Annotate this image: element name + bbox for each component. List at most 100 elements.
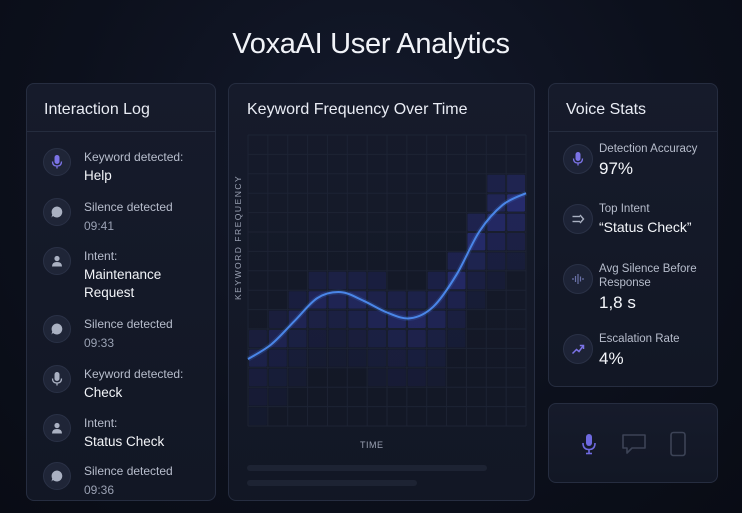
chat-icon bbox=[622, 434, 646, 454]
log-item-label: Silence detected bbox=[84, 464, 173, 478]
log-item-label: Silence detected bbox=[84, 200, 173, 214]
divider bbox=[27, 131, 215, 132]
heatmap-cell bbox=[427, 330, 446, 348]
heatmap-cell bbox=[467, 291, 486, 309]
series-line bbox=[247, 192, 527, 360]
heatmap-cell bbox=[288, 291, 307, 309]
heatmap-cell bbox=[388, 349, 406, 367]
intent-icon bbox=[563, 204, 593, 234]
interaction-log-panel: Interaction Log Keyword detected: Help S… bbox=[26, 83, 216, 501]
heatmap-cell bbox=[348, 349, 367, 367]
heatmap-cell bbox=[368, 349, 386, 367]
log-item-value: Check bbox=[84, 385, 123, 400]
page-title: VoxaAI User Analytics bbox=[232, 28, 510, 60]
heatmap-cell bbox=[427, 291, 446, 309]
chat-bubble-icon bbox=[43, 315, 71, 343]
heatmap-cell bbox=[348, 310, 367, 328]
log-item-label: Silence detected bbox=[84, 317, 173, 331]
microphone-icon bbox=[43, 148, 71, 176]
heatmap-cell bbox=[487, 174, 506, 193]
heatmap-cell bbox=[427, 271, 446, 290]
microphone-icon bbox=[43, 365, 71, 393]
stat-label: Detection Accuracy bbox=[599, 143, 698, 155]
chat-bubble-icon bbox=[43, 198, 71, 226]
heatmap-cell bbox=[388, 368, 406, 387]
heatmap-cell bbox=[407, 330, 426, 348]
keyword-frequency-chart-panel: Keyword Frequency Over Time bbox=[228, 83, 535, 501]
microphone-icon bbox=[563, 144, 593, 174]
heatmap-cell bbox=[308, 349, 327, 367]
heatmap-cell bbox=[467, 271, 486, 290]
log-item-value: Status Check bbox=[84, 434, 165, 449]
log-item-value: Help bbox=[84, 168, 112, 183]
phone-button[interactable] bbox=[662, 428, 694, 460]
heatmap-cell bbox=[348, 271, 367, 290]
heatmap-cell bbox=[507, 174, 525, 193]
heatmap-cell bbox=[507, 233, 525, 251]
heatmap-cell bbox=[507, 252, 525, 270]
heatmap-cell bbox=[249, 368, 267, 387]
voice-stats-panel: Voice Stats Detection Accuracy 97% Top I… bbox=[548, 83, 718, 387]
heatmap-cell bbox=[249, 388, 267, 406]
heatmap-cell bbox=[487, 233, 506, 251]
user-icon bbox=[43, 414, 71, 442]
chart-y-axis-label: KEYWORD FREQUENCY bbox=[233, 174, 243, 300]
stat-label: Top Intent bbox=[599, 203, 650, 215]
stat-value: “Status Check” bbox=[599, 219, 692, 235]
chart-footer-bar bbox=[247, 465, 487, 471]
heatmap-cell bbox=[507, 213, 525, 231]
heatmap-cell bbox=[487, 252, 506, 270]
heatmap-cell bbox=[249, 349, 267, 367]
trend-up-icon bbox=[563, 334, 593, 364]
log-item-label: Intent: bbox=[84, 249, 118, 263]
heatmap-cell bbox=[368, 330, 386, 348]
waveform-icon bbox=[563, 264, 593, 294]
log-item-label: Keyword detected: bbox=[84, 367, 184, 381]
heatmap-cell bbox=[328, 330, 347, 348]
heatmap-cell bbox=[407, 291, 426, 309]
heatmap-cell bbox=[308, 310, 327, 328]
heatmap-cell bbox=[427, 310, 446, 328]
log-item-time: 09:36 bbox=[84, 483, 115, 497]
heatmap-cell bbox=[427, 349, 446, 367]
heatmap-cell bbox=[328, 349, 347, 367]
heatmap-cell bbox=[467, 213, 486, 231]
log-item-time: 09:41 bbox=[84, 219, 115, 233]
heatmap-cell bbox=[388, 291, 406, 309]
heatmap-cell bbox=[268, 388, 287, 406]
chat-button[interactable] bbox=[618, 428, 650, 460]
user-icon bbox=[43, 247, 71, 275]
heatmap-cell bbox=[447, 271, 466, 290]
heatmap-cell bbox=[268, 310, 287, 328]
heatmap-cell bbox=[388, 330, 406, 348]
phone-icon bbox=[670, 431, 686, 457]
divider bbox=[549, 131, 717, 132]
heatmap-cell bbox=[328, 310, 347, 328]
heatmap-cell bbox=[368, 271, 386, 290]
interaction-log-title: Interaction Log bbox=[44, 101, 150, 118]
microphone-button[interactable] bbox=[573, 428, 605, 460]
heatmap-cell bbox=[407, 368, 426, 387]
stat-label: Avg Silence Before Response bbox=[599, 263, 697, 289]
voice-stats-title: Voice Stats bbox=[566, 101, 647, 118]
heatmap-cell bbox=[427, 368, 446, 387]
heatmap-cell bbox=[288, 368, 307, 387]
stat-value: 97% bbox=[599, 159, 634, 178]
heatmap-cell bbox=[249, 330, 267, 348]
log-item-label: Keyword detected: bbox=[84, 150, 184, 164]
heatmap-cell bbox=[447, 310, 466, 328]
log-item-time: 09:33 bbox=[84, 336, 115, 350]
heatmap-cell bbox=[308, 330, 327, 348]
heatmap-cell bbox=[407, 349, 426, 367]
log-item-label: Intent: bbox=[84, 416, 118, 430]
heatmap-cell bbox=[328, 291, 347, 309]
chat-bubble-icon bbox=[43, 462, 71, 490]
chart-x-axis-label: TIME bbox=[360, 440, 384, 450]
heatmap-cell bbox=[328, 271, 347, 290]
heatmap-cell bbox=[348, 330, 367, 348]
heatmap-cell bbox=[268, 349, 287, 367]
microphone-icon bbox=[582, 434, 596, 455]
heatmap-cell bbox=[368, 368, 386, 387]
heatmap-cell bbox=[487, 213, 506, 231]
